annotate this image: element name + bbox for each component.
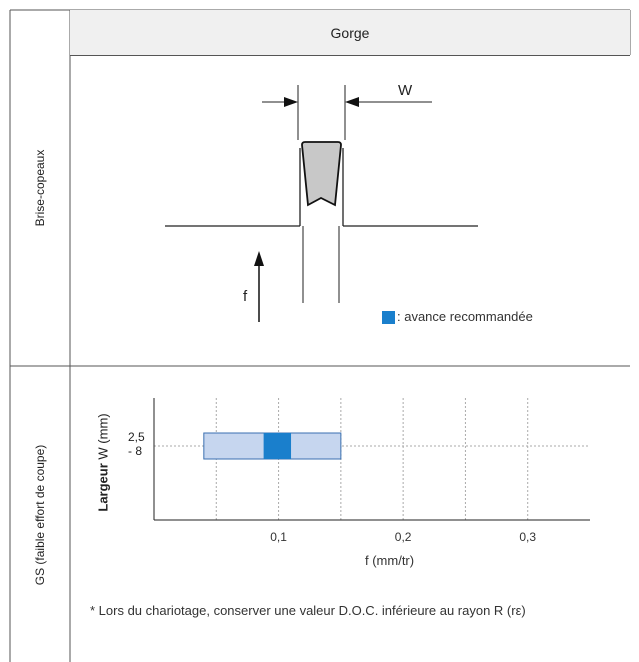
feed-label: f xyxy=(243,288,248,305)
x-tick-label: 0,1 xyxy=(270,530,287,544)
category-label-line2: - 8 xyxy=(128,444,143,458)
column-header: Gorge xyxy=(70,10,630,56)
category-label-line1: 2,5 xyxy=(128,430,145,444)
width-label: W xyxy=(398,82,413,99)
arrow-right-icon xyxy=(284,97,298,107)
x-axis-label: f (mm/tr) xyxy=(365,553,415,568)
arrow-up-icon xyxy=(254,251,264,266)
insert-icon xyxy=(301,141,342,207)
y-axis-label: Largeur W (mm) xyxy=(96,408,111,518)
category-label: 2,5 - 8 xyxy=(128,430,145,458)
y-axis-label-rest: W (mm) xyxy=(95,413,111,464)
recommended-bar xyxy=(263,433,292,459)
column-header-title: Gorge xyxy=(330,24,370,41)
footnote: * Lors du chariotage, conserver une vale… xyxy=(90,603,526,618)
y-axis-label-bold: Largeur xyxy=(95,463,111,512)
x-tick-label: 0,2 xyxy=(395,530,412,544)
legend-text: : avance recommandée xyxy=(397,309,533,324)
arrow-left-icon xyxy=(345,97,359,107)
x-tick-label: 0,3 xyxy=(519,530,536,544)
legend-swatch xyxy=(382,311,395,324)
